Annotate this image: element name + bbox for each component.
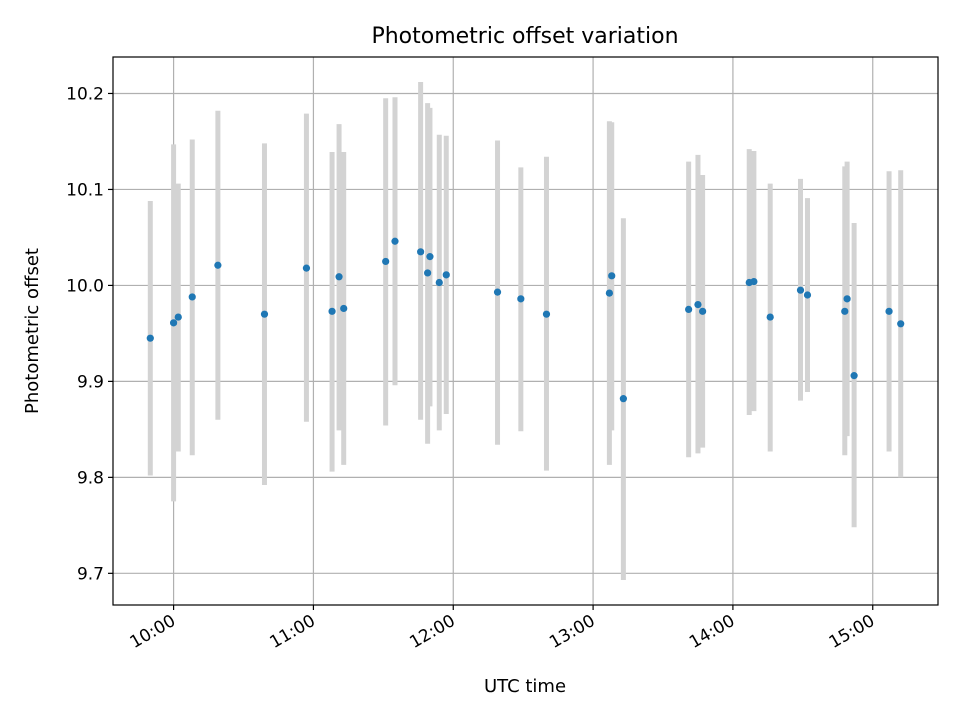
data-point [694,301,702,309]
data-point [699,307,707,315]
data-point [214,261,222,269]
data-point [442,271,450,279]
data-point [391,237,399,245]
data-point [260,310,269,318]
data-point [850,372,858,380]
marker-layer [146,237,905,403]
data-point [766,313,774,321]
data-point [843,295,851,303]
data-point [335,273,343,281]
y-tick-label: 10.1 [66,180,104,200]
data-point [897,320,905,328]
x-axis-label: UTC time [484,676,566,697]
data-point [435,278,443,287]
data-point [542,310,551,318]
data-point [841,307,849,315]
data-point [188,293,196,301]
data-point [417,248,425,256]
data-point [382,257,390,266]
data-point [750,277,758,286]
data-point [685,305,693,314]
plot-frame [112,56,939,606]
chart-title: Photometric offset variation [371,24,678,49]
y-tick-label: 10.2 [66,84,104,104]
y-tick-label: 9.7 [77,564,104,584]
data-point [517,295,525,303]
data-point [885,307,893,315]
data-point [493,288,502,296]
data-point [424,269,432,277]
y-tick-label: 9.8 [77,468,104,488]
data-point [608,272,616,280]
data-point [146,334,154,342]
y-axis-label: Photometric offset [22,248,43,414]
data-point [169,319,178,327]
y-tick-label: 9.9 [77,372,104,392]
y-tick-label: 10.0 [66,276,104,296]
data-point [302,264,311,272]
data-point [796,286,805,294]
data-point [426,253,434,261]
data-point [340,304,348,313]
data-point [803,291,812,299]
data-point [619,395,627,403]
y-axis-ticks: 9.7 9.8 9.9 10.0 10.1 10.2 [66,84,113,584]
data-point [605,289,613,297]
data-point [174,313,182,321]
data-point [328,307,336,315]
